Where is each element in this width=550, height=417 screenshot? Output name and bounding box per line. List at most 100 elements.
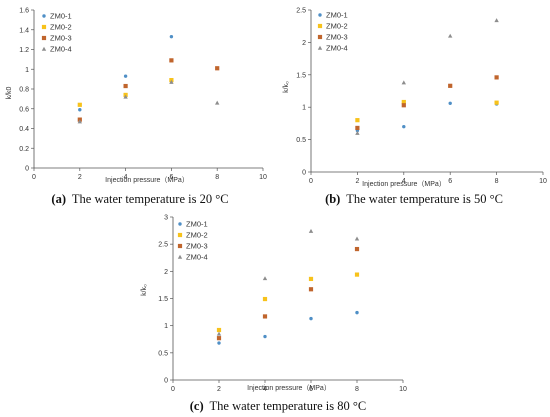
chart-c-legend-marker-zm0-2	[177, 232, 183, 238]
chart-a-y-tick-label: 1.4	[19, 27, 29, 34]
chart-c-xlabel: Injection pressure（MPa）	[247, 384, 331, 392]
chart-c-point-zm0-2	[308, 276, 314, 282]
chart-a-legend-marker-zm0-1	[42, 14, 46, 18]
chart-b-point-zm0-3	[401, 103, 406, 108]
chart-c-x-tick-label: 6	[309, 386, 313, 393]
chart-b-legend-marker-zm0-1	[318, 13, 322, 17]
chart-a-x-tick-label: 0	[32, 174, 36, 181]
chart-b-x-tick-label: 8	[495, 178, 499, 185]
chart-a-y-tick-label: 0.6	[19, 106, 29, 113]
chart-a-x-tick-label: 6	[169, 174, 173, 181]
chart-b-point-zm0-4	[401, 80, 406, 85]
chart-a-legend-marker-zm0-3	[41, 35, 47, 41]
chart-c-point-zm0-3	[216, 336, 222, 341]
chart-a-caption-letter: (a)	[51, 192, 66, 206]
chart-c-point-zm0-1	[217, 341, 221, 345]
chart-b-legend: ZM0-1 ZM0-2 ZM0-3 ZM0-4	[317, 11, 348, 53]
chart-panel-b: 0 2 4 6 8 10 0 0.5 1 1.5 2 2.5 ZM0-1 ZM0-2 ZM0-3 ZM0-4…	[283, 8, 547, 207]
chart-b-x-tick-label: 2	[355, 178, 359, 185]
chart-c-axes: 0 2 4 6 8 10 0 0.5 1 1.5 2 2.5 3	[158, 215, 407, 394]
chart-a-y-tick-label: 0.4	[19, 126, 29, 133]
chart-c-y-tick-label: 1.5	[158, 296, 168, 303]
chart-b-caption: (b) The water temperature is 50 °C	[325, 192, 503, 206]
chart-a-x-tick-label: 10	[259, 174, 267, 181]
chart-b-caption-text: The water temperature is 50 °C	[346, 192, 503, 206]
chart-c-x-tick-label: 4	[263, 386, 267, 393]
chart-a-y-tick-label: 1.2	[19, 47, 29, 54]
chart-b-legend-marker-zm0-4	[317, 45, 323, 50]
chart-b-y-tick-label: 0.5	[296, 137, 306, 144]
chart-c-legend-label-zm0-2: ZM0-2	[186, 231, 208, 240]
chart-c-point-zm0-3	[262, 314, 268, 319]
chart-b-point-zm0-3	[355, 125, 360, 131]
chart-a-legend-marker-zm0-4	[41, 46, 47, 51]
chart-b-point-zm0-1	[448, 101, 452, 106]
chart-c-marks	[216, 228, 360, 345]
chart-a-axes: 0 2 4 6 8 10 0 0.2 0.4 0.6 0.8 1 1.2 1.4 1.6	[19, 8, 267, 182]
chart-a-point-zm0-4	[169, 79, 174, 84]
chart-c-caption-letter: (c)	[190, 399, 204, 413]
chart-b-ylabel: k/k₀	[283, 81, 290, 93]
chart-c-point-zm0-2	[216, 327, 222, 333]
chart-c-point-zm0-3	[354, 246, 360, 252]
chart-b-point-zm0-2	[494, 100, 499, 105]
chart-a-point-zm0-1	[78, 108, 82, 112]
chart-b-x-tick-label: 0	[309, 178, 313, 185]
chart-a-caption-text: The water temperature is 20 °C	[72, 192, 229, 206]
chart-b-point-zm0-4	[448, 33, 453, 38]
chart-c-legend-label-zm0-1: ZM0-1	[186, 220, 208, 229]
chart-c-point-zm0-4	[308, 228, 314, 233]
chart-c-legend: ZM0-1 ZM0-2 ZM0-3 ZM0-4	[177, 220, 208, 262]
chart-c-y-tick-label: 2	[164, 269, 168, 276]
chart-b-y-tick-label: 1.5	[296, 72, 306, 79]
chart-b-legend-label-zm0-2: ZM0-2	[326, 22, 348, 31]
chart-a-point-zm0-3	[215, 66, 220, 71]
chart-b-y-tick-label: 0	[302, 170, 306, 177]
chart-b-x-tick-label: 4	[402, 178, 406, 185]
chart-b-y-tick-label: 1	[302, 105, 306, 112]
chart-b-legend-label-zm0-1: ZM0-1	[326, 11, 348, 20]
chart-c-point-zm0-2	[262, 296, 268, 302]
chart-a-legend: ZM0-1 ZM0-2 ZM0-3 ZM0-4	[41, 12, 72, 54]
chart-a-ylabel: k/k0	[6, 86, 13, 99]
chart-a-point-zm0-3	[123, 83, 128, 89]
chart-a-legend-label-zm0-1: ZM0-1	[50, 12, 72, 21]
chart-c-x-tick-label: 10	[399, 386, 407, 393]
chart-b-legend-label-zm0-4: ZM0-4	[326, 44, 348, 53]
chart-b-point-zm0-4	[355, 130, 360, 135]
chart-a-y-tick-label: 0	[25, 166, 29, 173]
chart-b-legend-label-zm0-3: ZM0-3	[326, 33, 348, 42]
chart-a-point-zm0-4	[123, 94, 128, 99]
chart-c-x-tick-label: 8	[355, 386, 359, 393]
chart-a-y-tick-label: 0.2	[19, 146, 29, 153]
chart-b-point-zm0-1	[402, 124, 406, 129]
chart-a-x-tick-label: 4	[124, 174, 128, 181]
chart-c-point-zm0-1	[309, 316, 313, 321]
chart-a-point-zm0-1	[169, 34, 174, 39]
chart-b-point-zm0-2	[355, 118, 360, 123]
chart-a-caption: (a) The water temperature is 20 °C	[51, 192, 228, 206]
chart-c-legend-marker-zm0-3	[177, 243, 183, 249]
chart-c-caption-text: The water temperature is 80 °C	[210, 399, 367, 413]
chart-a-x-tick-label: 2	[78, 174, 82, 181]
chart-b-y-tick-label: 2.5	[296, 8, 306, 15]
chart-a-y-tick-label: 1.6	[19, 8, 29, 15]
chart-c-point-zm0-1	[355, 310, 359, 315]
chart-c-caption: (c) The water temperature is 80 °C	[190, 399, 366, 413]
chart-b-x-tick-label: 10	[539, 178, 547, 185]
chart-c-y-tick-label: 2.5	[158, 242, 168, 249]
chart-c-point-zm0-2	[354, 272, 360, 277]
chart-c-y-tick-label: 1	[164, 323, 168, 330]
chart-c-y-tick-label: 3	[164, 215, 168, 222]
chart-c-legend-label-zm0-3: ZM0-3	[186, 242, 208, 251]
chart-b-y-tick-label: 2	[302, 40, 306, 47]
chart-b-marks	[355, 18, 499, 135]
chart-b-point-zm0-2	[401, 99, 406, 105]
chart-c-point-zm0-4	[216, 331, 222, 336]
chart-c-y-tick-label: 0	[164, 378, 168, 385]
chart-c-ylabel: k/k₀	[141, 284, 148, 296]
chart-a-point-zm0-4	[215, 100, 220, 105]
